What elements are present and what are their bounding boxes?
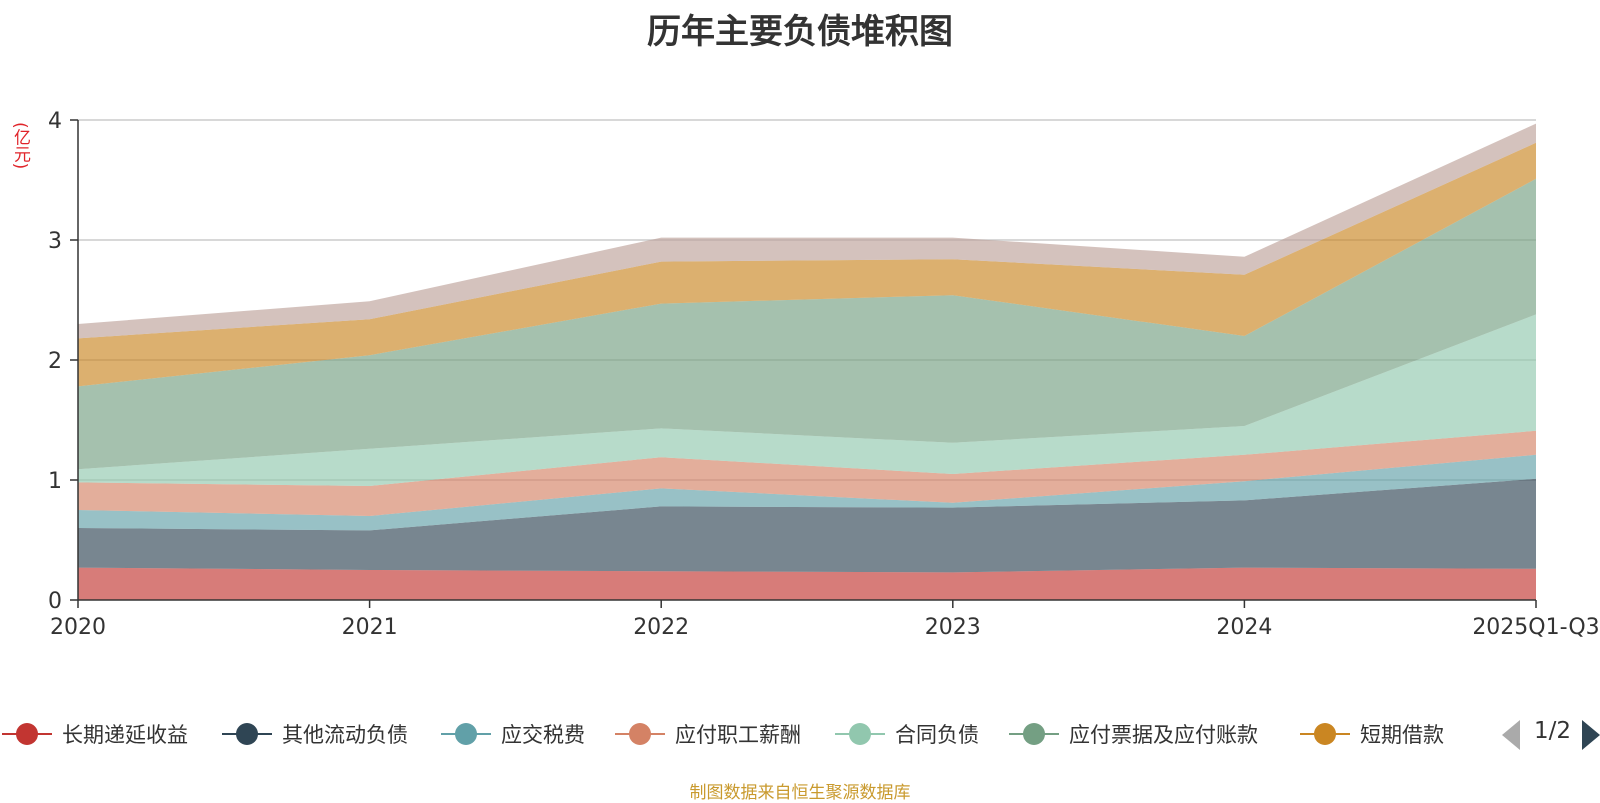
y-tick-label-4: 4 [48, 109, 62, 134]
legend: 长期递延收益 其他流动负债 应交税费 应付职工薪酬 合同负债 应付票据及应付账款… [0, 716, 1600, 752]
y-axis-unit-label: (亿元) [10, 122, 30, 170]
y-tick-label-3: 3 [48, 229, 62, 254]
legend-label-4: 合同负债 [895, 723, 979, 747]
y-tick-label-0: 0 [48, 589, 62, 614]
chart-title: 历年主要负债堆积图 [647, 12, 953, 52]
x-tick-label-5: 2025Q1-Q3 [1472, 615, 1599, 640]
area-series-1[interactable] [78, 478, 1536, 573]
legend-label-0: 长期递延收益 [62, 723, 188, 747]
y-tick-label-2: 2 [48, 349, 62, 374]
area-series-5[interactable] [78, 178, 1536, 470]
legend-marker-4 [835, 723, 885, 745]
legend-page-indicator: 1/2 [1534, 718, 1572, 744]
legend-marker-3 [615, 723, 665, 745]
x-tick-label-1: 2021 [342, 615, 398, 640]
area-series-4[interactable] [78, 314, 1536, 486]
data-source-footer: 制图数据来自恒生聚源数据库 [689, 783, 911, 803]
legend-marker-0 [2, 723, 52, 745]
x-tick-label-3: 2023 [925, 615, 981, 640]
x-tick-label-0: 2020 [50, 615, 106, 640]
legend-next-page-icon[interactable] [1582, 720, 1600, 750]
y-tick-label-1: 1 [48, 469, 62, 494]
x-tick-label-2: 2022 [633, 615, 689, 640]
chart-plot: 0 1 2 3 4 2020 2021 2022 2023 2024 2025Q1-Q3 [48, 109, 1600, 640]
legend-label-2: 应交税费 [501, 723, 585, 747]
legend-marker-1 [222, 723, 272, 745]
area-series-6[interactable] [78, 142, 1536, 387]
legend-marker-6 [1300, 723, 1350, 745]
legend-marker-5 [1009, 723, 1059, 745]
area-series-0[interactable] [78, 567, 1536, 600]
area-series-7[interactable] [78, 123, 1536, 339]
legend-marker-2 [441, 723, 491, 745]
area-series-2[interactable] [78, 454, 1536, 531]
legend-label-6: 短期借款 [1360, 723, 1444, 747]
legend-label-5: 应付票据及应付账款 [1069, 723, 1258, 747]
legend-label-1: 其他流动负债 [282, 723, 408, 747]
legend-label-3: 应付职工薪酬 [675, 723, 801, 747]
x-tick-label-4: 2024 [1216, 615, 1272, 640]
legend-prev-page-icon[interactable] [1502, 720, 1520, 750]
area-series-3[interactable] [78, 430, 1536, 516]
